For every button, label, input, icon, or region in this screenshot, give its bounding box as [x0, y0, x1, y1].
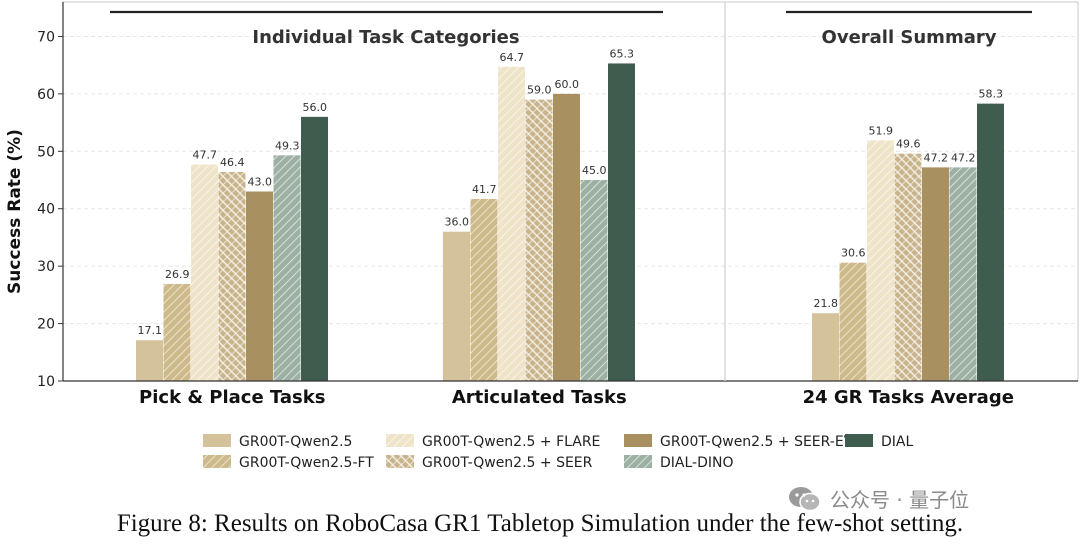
bar	[867, 140, 894, 381]
legend-item: GR00T-Qwen2.5-FT	[203, 455, 374, 471]
wechat-icon	[789, 486, 821, 511]
bar-value-label: 46.4	[220, 156, 245, 169]
bar	[894, 153, 922, 381]
x-category-label: Articulated Tasks	[452, 387, 627, 408]
bar	[812, 313, 839, 381]
panel-title: Individual Task Categories	[252, 27, 519, 48]
legend-swatch	[386, 455, 414, 468]
bar-value-label: 36.0	[445, 216, 470, 229]
bar-value-label: 58.3	[979, 88, 1004, 101]
legend-item: GR00T-Qwen2.5 + SEER-EV	[624, 434, 854, 450]
y-tick-label: 40	[37, 202, 55, 218]
legend-label: GR00T-Qwen2.5 + SEER	[422, 455, 593, 471]
legend-label: GR00T-Qwen2.5	[239, 434, 352, 450]
bar	[977, 103, 1004, 382]
legend-item: DIAL-DINO	[624, 455, 734, 471]
bar-value-label: 47.7	[193, 149, 218, 162]
watermark-text: 公众号 · 量子位	[830, 488, 970, 512]
panel-title: Overall Summary	[822, 27, 997, 48]
bar-value-label: 49.3	[275, 139, 300, 152]
bar-value-label: 59.0	[527, 84, 552, 97]
legend-label: GR00T-Qwen2.5 + SEER-EV	[660, 434, 854, 450]
legend-label: DIAL-DINO	[660, 455, 734, 471]
x-category-label: 24 GR Tasks Average	[803, 387, 1014, 408]
y-tick-label: 70	[37, 29, 55, 45]
bar	[580, 180, 608, 381]
y-tick-label: 60	[37, 87, 55, 103]
legend-label: GR00T-Qwen2.5 + FLARE	[422, 434, 600, 450]
bar-value-label: 47.2	[951, 151, 976, 164]
bar	[443, 231, 470, 381]
bar-value-label: 21.8	[814, 297, 839, 310]
bar	[218, 171, 246, 381]
bar-value-label: 49.6	[896, 138, 921, 151]
bar-value-label: 17.1	[138, 324, 163, 337]
bar-value-label: 43.0	[248, 176, 273, 189]
legend-swatch	[624, 434, 652, 447]
y-axis-label: Success Rate (%)	[5, 129, 25, 294]
bar	[246, 191, 273, 381]
legend-swatch	[845, 434, 873, 447]
bar-value-label: 41.7	[472, 183, 497, 196]
watermark: 公众号 · 量子位	[788, 484, 969, 513]
legend-swatch	[203, 455, 231, 468]
legend-label: DIAL	[881, 434, 913, 450]
figure-caption: Figure 8: Results on RoboCasa GR1 Tablet…	[116, 510, 964, 537]
bar-value-label: 64.7	[500, 51, 525, 64]
x-category-label: Pick & Place Tasks	[139, 387, 325, 408]
bar-value-label: 60.0	[555, 78, 580, 91]
bar	[136, 340, 163, 381]
legend-swatch	[386, 434, 414, 447]
bar	[273, 155, 301, 381]
bar-value-label: 47.2	[924, 151, 949, 164]
bar	[163, 283, 191, 381]
legend-swatch	[624, 455, 652, 468]
y-tick-label: 10	[37, 374, 55, 390]
bar-value-label: 45.0	[582, 164, 607, 177]
legend-swatch	[203, 434, 231, 447]
bar	[470, 198, 498, 381]
y-tick-label: 50	[37, 144, 55, 160]
y-tick-label: 30	[37, 259, 55, 275]
legend-label: GR00T-Qwen2.5-FT	[239, 455, 374, 471]
legend-item: GR00T-Qwen2.5 + SEER	[386, 455, 593, 471]
bar	[922, 167, 949, 381]
bar	[525, 99, 553, 381]
bar	[949, 167, 977, 381]
bar	[301, 116, 328, 382]
y-tick-label: 20	[37, 317, 55, 333]
bar-value-label: 65.3	[610, 47, 635, 60]
bar	[498, 66, 525, 381]
bar	[608, 63, 635, 381]
bar	[191, 164, 218, 381]
bar-value-label: 56.0	[303, 101, 328, 114]
bar-value-label: 30.6	[841, 247, 866, 260]
bar	[553, 93, 580, 381]
bar	[839, 262, 867, 381]
legend-item: GR00T-Qwen2.5 + FLARE	[386, 434, 600, 450]
legend-item: DIAL	[845, 434, 913, 450]
legend-item: GR00T-Qwen2.5	[203, 434, 352, 450]
bar-value-label: 51.9	[869, 124, 894, 137]
bar-value-label: 26.9	[165, 268, 190, 281]
